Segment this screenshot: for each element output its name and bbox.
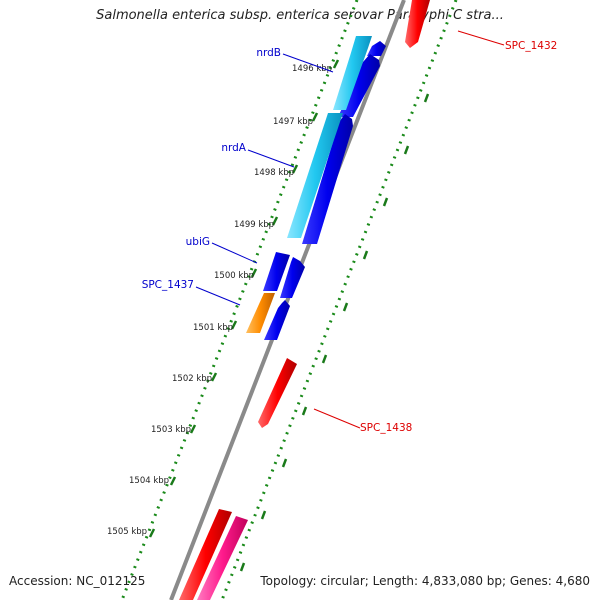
tick-label: 1505 kbp — [107, 527, 147, 537]
tick-label: 1501 kbp — [193, 323, 233, 333]
gene-pink-bottom[interactable] — [197, 516, 248, 600]
gene-label-spc-1437[interactable]: SPC_1437 — [142, 279, 194, 291]
tick-label: 1498 kbp — [254, 168, 294, 178]
gene-label-ubig[interactable]: ubiG — [186, 236, 210, 248]
genome-summary-text: Topology: circular; Length: 4,833,080 bp… — [260, 574, 590, 588]
gene-nrdb-reverse[interactable] — [333, 36, 372, 110]
inner-track-ticks — [148, 59, 340, 538]
accession-text: Accession: NC_012125 — [9, 574, 146, 588]
gene-red-bottom[interactable] — [179, 509, 232, 600]
gene-nrda-reverse[interactable] — [287, 113, 343, 238]
tick-label: 1496 kbp — [292, 64, 332, 74]
gene-label-spc-1432[interactable]: SPC_1432 — [505, 40, 557, 52]
reverse-strand-features — [179, 36, 372, 600]
tick-labels: 1496 kbp 1497 kbp 1498 kbp 1499 kbp 1500… — [107, 64, 332, 537]
gene-reverse-blue[interactable] — [263, 252, 290, 291]
gene-nrda-body[interactable] — [302, 114, 353, 244]
inner-gc-track — [120, 0, 359, 600]
map-title: Salmonella enterica subsp. enterica sero… — [96, 8, 504, 23]
gene-label-nrda[interactable]: nrdA — [221, 142, 246, 154]
gene-spc-1432[interactable] — [405, 0, 430, 48]
tick-label: 1503 kbp — [151, 425, 191, 435]
outer-track-ticks — [239, 93, 430, 572]
tick-label: 1504 kbp — [129, 476, 169, 486]
gene-spc-1438[interactable] — [258, 358, 297, 428]
gene-label-nrdb[interactable]: nrdB — [256, 47, 281, 59]
forward-strand-features — [197, 0, 430, 600]
gene-spc-1437[interactable] — [246, 293, 275, 333]
gene-nrdb-forward[interactable] — [367, 41, 386, 56]
sequence-backbone — [169, 0, 406, 600]
gene-forward-small[interactable] — [264, 300, 290, 340]
tick-label: 1499 kbp — [234, 220, 274, 230]
tick-label: 1500 kbp — [214, 271, 254, 281]
gene-labels: nrdB nrdA ubiG SPC_1437 SPC_1432 SPC_143… — [142, 40, 558, 434]
outer-gc-track — [220, 0, 458, 600]
gene-label-spc-1438[interactable]: SPC_1438 — [360, 422, 412, 434]
tick-label: 1497 kbp — [273, 117, 313, 127]
gene-ubig[interactable] — [280, 257, 305, 298]
label-leader-lines — [195, 30, 505, 429]
tick-label: 1502 kbp — [172, 374, 212, 384]
